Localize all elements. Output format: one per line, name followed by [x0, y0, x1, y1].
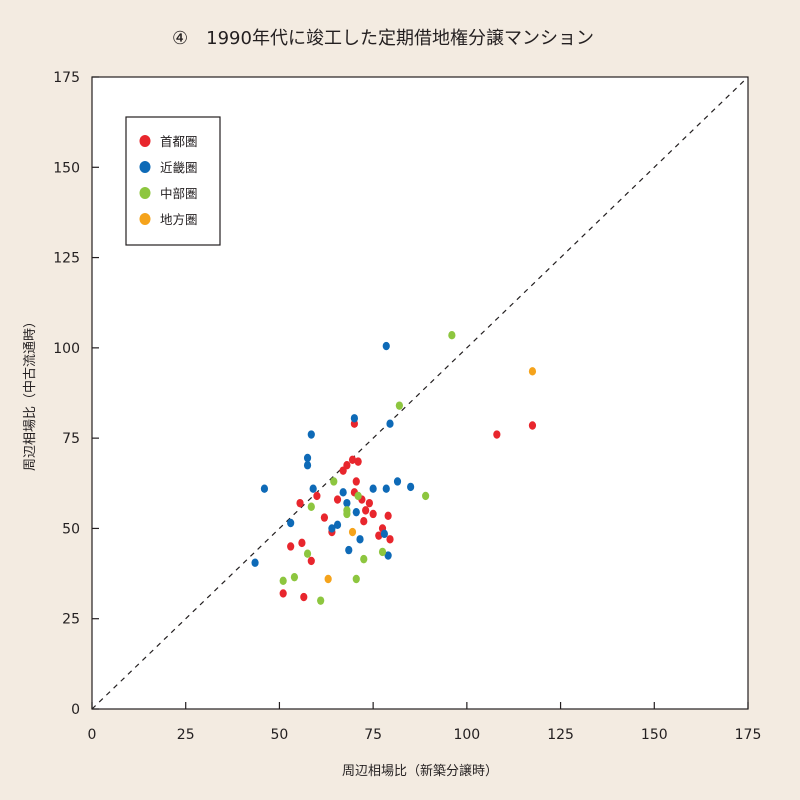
- data-point: [309, 484, 317, 493]
- data-point: [365, 498, 373, 508]
- data-point: [333, 520, 342, 530]
- data-point: [362, 506, 370, 515]
- y-tick-label: 75: [62, 431, 80, 447]
- legend-marker: [139, 135, 151, 147]
- data-point: [382, 484, 390, 493]
- legend-label: 中部圏: [160, 186, 198, 201]
- data-point: [356, 535, 364, 544]
- data-point: [287, 542, 295, 551]
- data-point: [339, 488, 347, 497]
- data-point: [307, 430, 315, 439]
- y-axis-label: 周辺相場比（中古流通時）: [23, 315, 38, 471]
- data-point: [343, 498, 351, 508]
- data-point: [251, 558, 259, 567]
- data-point: [384, 511, 392, 520]
- data-point: [307, 556, 315, 566]
- data-point: [333, 495, 342, 504]
- reference-line: [91, 76, 749, 710]
- data-point: [324, 574, 332, 584]
- y-tick-label: 175: [53, 70, 80, 86]
- data-point: [287, 518, 295, 528]
- data-point: [303, 461, 312, 470]
- data-point: [422, 491, 430, 501]
- data-point: [395, 401, 403, 410]
- data-point: [354, 457, 362, 466]
- data-point: [352, 477, 360, 486]
- data-point: [386, 535, 394, 544]
- data-point: [407, 482, 415, 492]
- data-point: [313, 491, 321, 501]
- data-point: [354, 491, 362, 501]
- data-point: [384, 551, 392, 560]
- data-point: [303, 549, 312, 558]
- data-point: [279, 589, 287, 598]
- data-point: [386, 419, 394, 428]
- data-point: [279, 576, 287, 585]
- data-point: [300, 592, 308, 602]
- data-point: [307, 502, 315, 511]
- x-axis-label: 周辺相場比（新築分譲時）: [342, 763, 498, 779]
- data-point: [343, 509, 351, 519]
- x-tick-label: 75: [364, 727, 382, 743]
- data-points: [251, 331, 537, 605]
- y-tick-label: 100: [53, 341, 80, 357]
- data-point: [528, 421, 537, 430]
- legend-label: 近畿圏: [160, 160, 198, 175]
- x-tick-label: 175: [735, 727, 762, 743]
- data-point: [448, 331, 456, 340]
- data-point: [317, 596, 325, 605]
- data-point: [360, 554, 368, 564]
- legend-marker: [139, 187, 151, 199]
- legend-label: 首都圏: [160, 134, 198, 149]
- data-point: [493, 430, 501, 439]
- legend-label: 地方圏: [160, 212, 198, 227]
- data-point: [360, 517, 368, 526]
- data-point: [369, 509, 377, 519]
- data-point: [352, 507, 360, 517]
- data-point: [303, 453, 312, 463]
- y-tick-label: 25: [62, 612, 80, 628]
- data-point: [352, 574, 360, 584]
- reference-line-group: [91, 76, 749, 710]
- data-point: [343, 461, 351, 470]
- data-point: [369, 484, 377, 493]
- legend-marker: [139, 213, 151, 225]
- data-point: [260, 484, 269, 493]
- data-point: [298, 538, 306, 548]
- data-point: [375, 531, 383, 540]
- chart-title: ④ 1990年代に竣工した定期借地権分譲マンション: [172, 28, 594, 49]
- axis-ticks: 0 25 50 75 100 125 150 175 0 25 50 75 100 125 150 175: [53, 70, 761, 743]
- x-tick-label: 50: [271, 727, 289, 743]
- data-point: [378, 547, 387, 557]
- data-point: [348, 455, 357, 465]
- data-point: [296, 498, 304, 508]
- x-tick-label: 0: [88, 727, 97, 743]
- data-point: [382, 341, 390, 351]
- data-point: [350, 414, 358, 423]
- y-tick-label: 0: [71, 702, 80, 718]
- data-point: [328, 524, 336, 533]
- data-point: [320, 513, 329, 522]
- x-tick-label: 125: [547, 727, 574, 743]
- y-tick-label: 125: [53, 251, 80, 267]
- data-point: [348, 527, 357, 537]
- x-tick-label: 100: [453, 727, 480, 743]
- x-tick-label: 150: [641, 727, 668, 743]
- data-point: [330, 477, 338, 486]
- data-point: [345, 545, 353, 555]
- y-tick-label: 150: [53, 160, 80, 176]
- y-tick-label: 50: [62, 521, 80, 537]
- legend-marker: [139, 161, 151, 173]
- data-point: [393, 477, 402, 486]
- x-tick-label: 25: [177, 727, 195, 743]
- data-point: [380, 529, 388, 539]
- data-point: [528, 367, 537, 376]
- data-point: [290, 572, 299, 582]
